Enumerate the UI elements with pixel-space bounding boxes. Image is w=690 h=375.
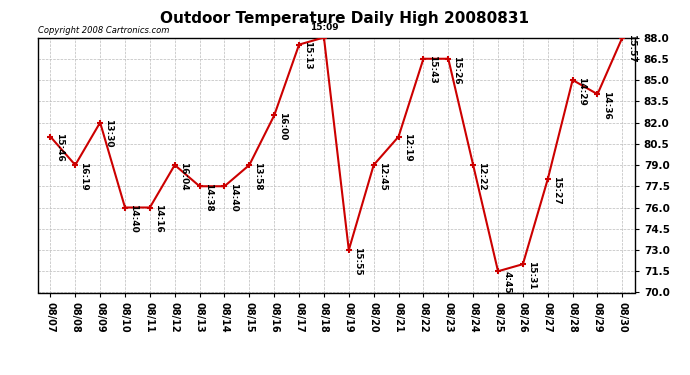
Text: 16:04: 16:04 <box>179 162 188 190</box>
Text: 15:55: 15:55 <box>353 247 362 275</box>
Text: 15:57: 15:57 <box>627 34 635 63</box>
Text: 14:29: 14:29 <box>577 76 586 105</box>
Text: 15:26: 15:26 <box>453 56 462 84</box>
Text: 15:13: 15:13 <box>303 41 313 70</box>
Text: Outdoor Temperature Daily High 20080831: Outdoor Temperature Daily High 20080831 <box>161 11 529 26</box>
Text: 15:43: 15:43 <box>428 56 437 84</box>
Text: 4:45: 4:45 <box>502 271 511 294</box>
Text: 14:38: 14:38 <box>204 183 213 212</box>
Text: 12:22: 12:22 <box>477 162 486 190</box>
Text: 15:09: 15:09 <box>310 23 338 32</box>
Text: 12:19: 12:19 <box>403 134 412 162</box>
Text: 13:58: 13:58 <box>253 162 262 190</box>
Text: 14:16: 14:16 <box>154 204 163 233</box>
Text: 15:27: 15:27 <box>552 176 561 205</box>
Text: 15:31: 15:31 <box>527 261 536 290</box>
Text: 13:30: 13:30 <box>104 119 113 148</box>
Text: 14:36: 14:36 <box>602 91 611 120</box>
Text: 15:46: 15:46 <box>55 134 63 162</box>
Text: 12:45: 12:45 <box>378 162 387 190</box>
Text: 14:40: 14:40 <box>228 183 237 212</box>
Text: 16:00: 16:00 <box>278 112 287 141</box>
Text: Copyright 2008 Cartronics.com: Copyright 2008 Cartronics.com <box>38 26 169 35</box>
Text: 16:19: 16:19 <box>79 162 88 190</box>
Text: 14:40: 14:40 <box>129 204 138 233</box>
